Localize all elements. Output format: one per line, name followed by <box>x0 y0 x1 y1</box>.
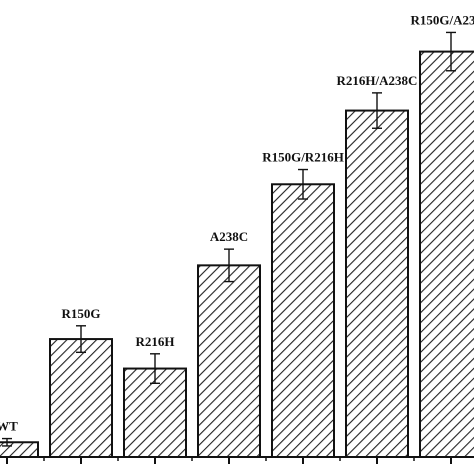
error-bar-4 <box>298 168 308 200</box>
error-bar-6 <box>446 31 456 72</box>
bar-label-3: A238C <box>210 229 248 244</box>
bar-label-6: R150G/A238C <box>411 12 474 27</box>
bar-label-2: R216H <box>136 334 175 349</box>
error-bars-layer <box>2 31 456 447</box>
error-bar-3 <box>224 248 234 283</box>
bars-layer <box>0 50 474 459</box>
bar-1 <box>49 338 113 458</box>
bar-4 <box>271 183 335 458</box>
bar-3 <box>197 264 261 458</box>
bar-5 <box>345 109 409 458</box>
bar-label-1: R150G <box>62 306 101 321</box>
bar-labels-layer: WT R150G R216H A238C R150G/R216H R216H/A238C R… <box>0 12 474 433</box>
bar-label-0: WT <box>0 419 18 434</box>
bar-label-5: R216H/A238C <box>337 73 418 88</box>
x-axis-ticks <box>6 457 452 464</box>
error-bar-5 <box>372 92 382 129</box>
bar-6 <box>419 50 474 459</box>
error-bar-0 <box>2 437 12 447</box>
bar-label-4: R150G/R216H <box>262 150 344 165</box>
error-bar-2 <box>150 353 160 384</box>
bar-0 <box>0 441 39 458</box>
error-bar-1 <box>76 325 86 354</box>
